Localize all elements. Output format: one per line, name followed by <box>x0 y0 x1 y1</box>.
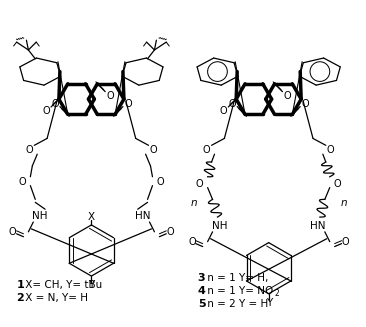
Text: n: n <box>191 198 197 208</box>
Text: O: O <box>203 145 210 155</box>
Text: O: O <box>150 145 157 155</box>
Text: O: O <box>327 145 335 155</box>
Text: 1: 1 <box>16 280 24 290</box>
Text: n: n <box>340 198 347 208</box>
Text: O: O <box>228 99 236 109</box>
Text: 2: 2 <box>16 293 24 303</box>
Text: HN: HN <box>310 221 326 231</box>
Text: Y: Y <box>88 280 94 290</box>
Text: O: O <box>157 177 164 187</box>
Text: NH: NH <box>33 211 48 221</box>
Text: O: O <box>188 237 196 247</box>
Text: O: O <box>342 237 349 247</box>
Text: O: O <box>301 99 309 109</box>
Text: NH: NH <box>212 221 227 231</box>
Text: X: X <box>88 212 95 222</box>
Text: O: O <box>51 99 59 109</box>
Text: O: O <box>106 91 114 101</box>
Text: 4: 4 <box>198 286 206 296</box>
Text: X= CH, Y= tBu: X= CH, Y= tBu <box>22 280 103 290</box>
Text: O: O <box>26 145 33 155</box>
Text: O: O <box>9 227 16 237</box>
Text: n = 2 Y = H: n = 2 Y = H <box>204 299 268 309</box>
Text: 2: 2 <box>274 289 279 298</box>
Text: HN: HN <box>135 211 150 221</box>
Text: O: O <box>334 179 341 189</box>
Text: O: O <box>284 91 291 101</box>
Text: Y: Y <box>266 298 272 308</box>
Text: X = N, Y= H: X = N, Y= H <box>22 293 89 303</box>
Text: n = 1 Y= NO: n = 1 Y= NO <box>204 286 273 296</box>
Text: 3: 3 <box>198 273 205 283</box>
Text: O: O <box>42 106 50 116</box>
Text: 5: 5 <box>198 299 205 309</box>
Text: O: O <box>196 179 203 189</box>
Text: n = 1 Y= H,: n = 1 Y= H, <box>204 273 268 283</box>
Text: O: O <box>19 177 26 187</box>
Text: O: O <box>220 106 227 116</box>
Text: O: O <box>167 227 174 237</box>
Text: O: O <box>124 99 132 109</box>
